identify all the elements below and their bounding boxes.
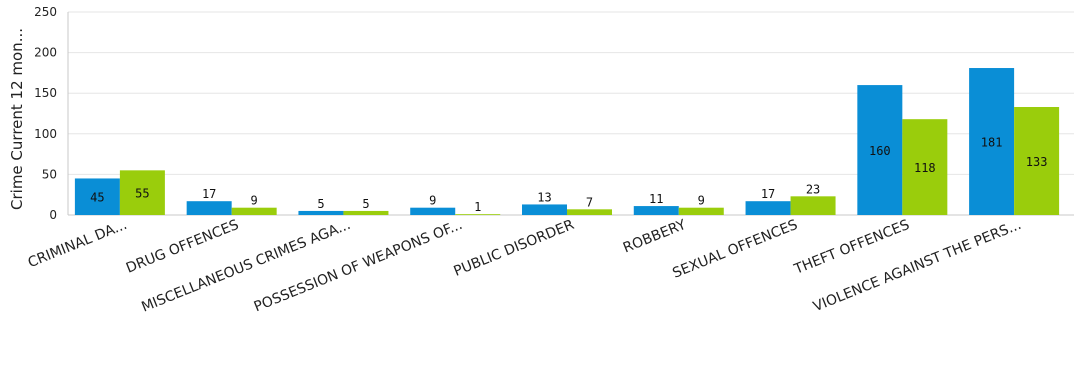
bar-series-1 [410,207,456,215]
bars [74,68,1060,215]
data-label: 17 [761,187,775,201]
bar-series-2 [902,119,948,215]
data-label: 181 [981,136,1003,150]
x-tick-label: PUBLIC DISORDER [451,217,576,280]
y-tick-label: 50 [42,167,57,181]
data-label: 9 [251,194,258,208]
bar-series-1 [522,204,567,215]
data-label: 1 [474,200,481,214]
data-label: 13 [537,190,551,204]
data-label: 55 [135,187,149,201]
data-label: 45 [90,191,104,205]
data-label: 11 [649,192,663,206]
y-axis-label: Crime Current 12 mon... [8,28,26,210]
x-tick-label: ROBBERY [621,217,689,257]
data-label: 9 [698,194,705,208]
bar-series-1 [745,201,791,215]
bar-series-2 [231,207,277,215]
x-axis-ticks: CRIMINAL DA...DRUG OFFENCESMISCELLANEOUS… [26,217,1024,316]
data-label: 9 [429,194,436,208]
data-label: 5 [317,197,324,211]
data-label: 7 [586,195,593,209]
data-label: 118 [914,161,936,175]
x-tick-label: SEXUAL OFFENCES [670,217,800,282]
data-label: 160 [869,144,891,158]
y-tick-label: 150 [34,86,57,100]
bar-series-2 [567,209,612,215]
bar-series-2 [790,196,836,215]
bar-series-1 [633,206,679,215]
data-label: 5 [362,197,369,211]
data-label: 17 [202,187,216,201]
bar-series-2 [119,170,165,215]
data-label: 133 [1026,155,1048,169]
bar-series-1 [74,178,120,215]
y-tick-label: 0 [49,208,57,222]
bar-series-1 [857,85,903,215]
bar-series-2 [1014,107,1060,215]
y-axis-ticks: 0 50 100 150 200 250 [34,5,57,222]
x-tick-label: MISCELLANEOUS CRIMES AGA... [139,217,353,316]
bar-series-2 [455,214,501,215]
x-tick-label: CRIMINAL DA... [26,217,130,271]
y-tick-label: 250 [34,5,57,19]
bar-series-1 [186,201,232,215]
y-tick-label: 100 [34,127,57,141]
x-tick-label: POSSESSION OF WEAPONS OF... [252,217,465,315]
bar-series-2 [343,210,389,215]
y-tick-label: 200 [34,46,57,60]
x-tick-label: VIOLENCE AGAINST THE PERS... [811,217,1024,315]
bar-series-2 [678,207,724,215]
bar-series-1 [298,210,344,215]
bar-series-1 [969,68,1015,215]
data-label: 23 [806,182,820,196]
